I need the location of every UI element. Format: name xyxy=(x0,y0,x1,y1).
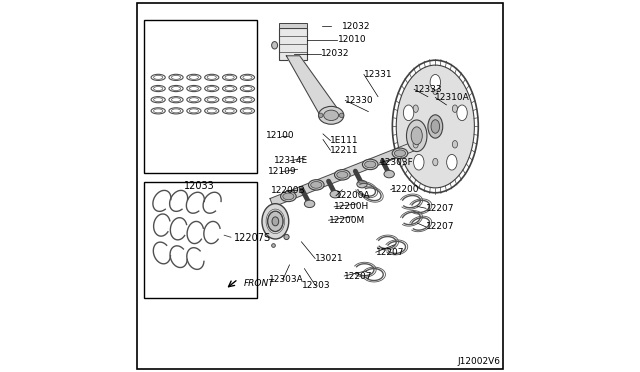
Text: 12207: 12207 xyxy=(344,272,372,280)
Text: 12331: 12331 xyxy=(364,70,392,79)
Circle shape xyxy=(319,113,323,118)
Ellipse shape xyxy=(284,234,289,240)
Bar xyxy=(279,23,307,28)
Ellipse shape xyxy=(283,193,294,200)
Ellipse shape xyxy=(305,200,315,208)
Ellipse shape xyxy=(403,105,414,121)
Ellipse shape xyxy=(330,190,340,198)
Ellipse shape xyxy=(280,191,296,202)
Text: 12211: 12211 xyxy=(330,146,359,155)
Polygon shape xyxy=(270,141,419,207)
Text: 12200B: 12200B xyxy=(271,186,305,195)
Ellipse shape xyxy=(457,105,467,121)
Text: 1E111: 1E111 xyxy=(330,136,359,145)
Ellipse shape xyxy=(433,87,438,94)
Text: 12200M: 12200M xyxy=(328,216,365,225)
Bar xyxy=(145,182,257,298)
Ellipse shape xyxy=(271,244,275,247)
Ellipse shape xyxy=(262,204,289,239)
Text: 12310A: 12310A xyxy=(435,93,470,102)
Text: 12207: 12207 xyxy=(426,204,454,213)
Ellipse shape xyxy=(430,74,440,90)
Ellipse shape xyxy=(452,105,458,112)
Ellipse shape xyxy=(447,154,457,170)
Ellipse shape xyxy=(357,180,367,188)
Ellipse shape xyxy=(319,106,344,124)
Ellipse shape xyxy=(335,170,350,180)
Text: FRONT: FRONT xyxy=(244,279,275,288)
Ellipse shape xyxy=(431,120,440,133)
Ellipse shape xyxy=(324,110,339,121)
Text: 12303A: 12303A xyxy=(269,275,304,284)
Bar xyxy=(145,20,257,173)
Text: 12109: 12109 xyxy=(268,167,296,176)
Ellipse shape xyxy=(413,105,419,112)
Ellipse shape xyxy=(362,159,378,170)
Ellipse shape xyxy=(428,115,443,138)
Text: 13021: 13021 xyxy=(315,254,344,263)
Text: 12333: 12333 xyxy=(414,85,443,94)
Text: 12100: 12100 xyxy=(266,131,294,140)
Text: 12200H: 12200H xyxy=(334,202,369,211)
Ellipse shape xyxy=(396,65,474,188)
Text: 12207: 12207 xyxy=(426,222,454,231)
Text: 12033: 12033 xyxy=(184,181,214,191)
Text: 12200A: 12200A xyxy=(336,191,371,200)
Text: 12032: 12032 xyxy=(321,49,349,58)
Ellipse shape xyxy=(365,161,376,168)
Ellipse shape xyxy=(308,180,324,190)
Circle shape xyxy=(339,113,344,118)
Ellipse shape xyxy=(413,154,424,170)
Ellipse shape xyxy=(268,211,283,231)
Ellipse shape xyxy=(411,127,422,145)
Ellipse shape xyxy=(337,171,348,178)
Text: 12207: 12207 xyxy=(376,248,404,257)
Text: 12303: 12303 xyxy=(302,281,331,290)
Ellipse shape xyxy=(271,42,278,49)
Ellipse shape xyxy=(392,148,408,158)
Ellipse shape xyxy=(310,182,322,188)
Text: 12314E: 12314E xyxy=(275,156,308,165)
Ellipse shape xyxy=(406,120,427,152)
Text: 12200: 12200 xyxy=(390,185,419,194)
Ellipse shape xyxy=(394,150,406,157)
Text: 12303F: 12303F xyxy=(380,158,413,167)
Ellipse shape xyxy=(384,170,394,178)
Ellipse shape xyxy=(452,141,458,148)
Ellipse shape xyxy=(413,141,419,148)
Text: 12010: 12010 xyxy=(337,35,366,44)
Polygon shape xyxy=(286,56,342,115)
Text: 12207S: 12207S xyxy=(234,233,271,243)
Ellipse shape xyxy=(433,158,438,166)
Text: 12032: 12032 xyxy=(342,22,370,31)
Bar xyxy=(279,28,307,60)
Text: J12002V6: J12002V6 xyxy=(458,357,500,366)
Text: 12330: 12330 xyxy=(346,96,374,105)
Ellipse shape xyxy=(272,217,278,226)
